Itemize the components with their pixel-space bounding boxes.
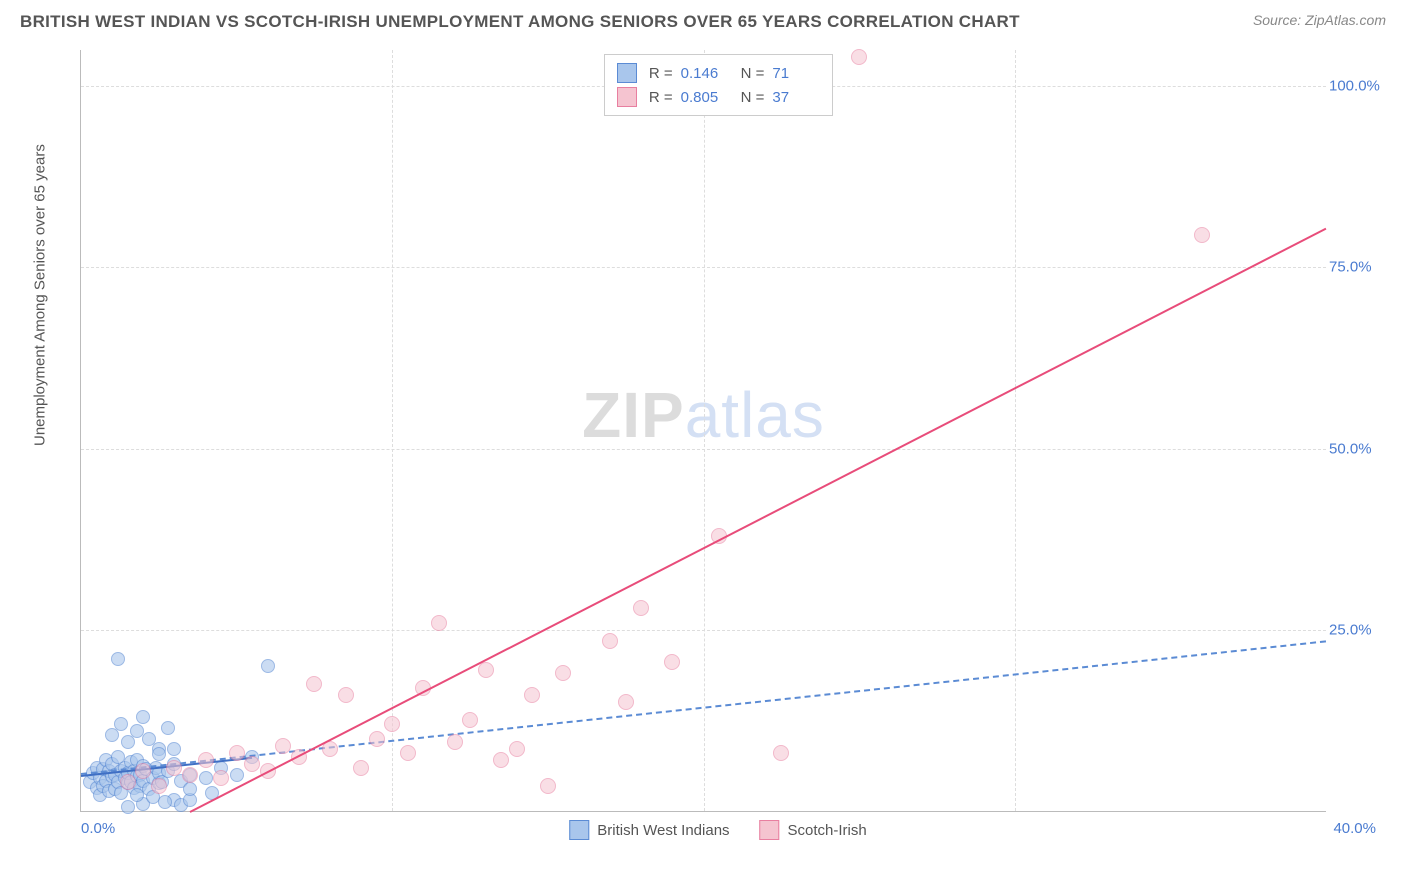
data-point-si: [540, 778, 556, 794]
legend-label: British West Indians: [597, 822, 729, 839]
stats-row-bwi: R = 0.146 N = 71: [617, 61, 821, 85]
chart-title: BRITISH WEST INDIAN VS SCOTCH-IRISH UNEM…: [20, 12, 1020, 32]
data-point-si: [447, 734, 463, 750]
data-point-si: [618, 694, 634, 710]
n-value: 71: [772, 65, 820, 82]
data-point-si: [1194, 227, 1210, 243]
legend-item-si: Scotch-Irish: [760, 820, 867, 840]
data-point-bwi: [183, 782, 197, 796]
gridline-vertical: [1015, 50, 1016, 811]
data-point-si: [462, 712, 478, 728]
y-tick-label: 75.0%: [1329, 259, 1381, 276]
data-point-bwi: [199, 771, 213, 785]
legend-label: Scotch-Irish: [788, 822, 867, 839]
legend-swatch: [569, 820, 589, 840]
r-value: 0.146: [681, 65, 729, 82]
x-tick-label: 0.0%: [81, 820, 115, 837]
data-point-bwi: [230, 768, 244, 782]
data-point-si: [213, 770, 229, 786]
source-attribution: Source: ZipAtlas.com: [1253, 12, 1386, 28]
data-point-si: [773, 745, 789, 761]
data-point-bwi: [167, 742, 181, 756]
data-point-si: [524, 687, 540, 703]
y-axis-label: Unemployment Among Seniors over 65 years: [32, 144, 49, 446]
x-tick-label: 40.0%: [1333, 820, 1376, 837]
y-tick-label: 100.0%: [1329, 78, 1381, 95]
data-point-bwi: [161, 721, 175, 735]
data-point-si: [151, 778, 167, 794]
data-point-si: [275, 738, 291, 754]
data-point-si: [338, 687, 354, 703]
data-point-si: [384, 716, 400, 732]
data-point-si: [602, 633, 618, 649]
data-point-bwi: [114, 717, 128, 731]
data-point-bwi: [261, 659, 275, 673]
data-point-si: [555, 665, 571, 681]
data-point-si: [198, 752, 214, 768]
series-legend: British West Indians Scotch-Irish: [569, 820, 866, 840]
data-point-si: [244, 756, 260, 772]
r-label: R =: [649, 65, 673, 82]
chart-container: Unemployment Among Seniors over 65 years…: [50, 50, 1386, 842]
data-point-bwi: [136, 710, 150, 724]
data-point-si: [493, 752, 509, 768]
data-point-si: [306, 676, 322, 692]
data-point-si: [182, 767, 198, 783]
stats-row-si: R = 0.805 N = 37: [617, 85, 821, 109]
legend-swatch: [617, 87, 637, 107]
data-point-si: [664, 654, 680, 670]
n-value: 37: [772, 89, 820, 106]
y-tick-label: 50.0%: [1329, 440, 1381, 457]
data-point-si: [851, 49, 867, 65]
data-point-bwi: [130, 788, 144, 802]
data-point-bwi: [152, 747, 166, 761]
data-point-bwi: [158, 795, 172, 809]
data-point-si: [400, 745, 416, 761]
data-point-si: [229, 745, 245, 761]
legend-item-bwi: British West Indians: [569, 820, 729, 840]
r-value: 0.805: [681, 89, 729, 106]
data-point-bwi: [121, 800, 135, 814]
plot-area: ZIPatlas R =0.146N =71R =0.805N =37 25.0…: [80, 50, 1326, 812]
r-label: R =: [649, 89, 673, 106]
legend-swatch: [617, 63, 637, 83]
data-point-si: [509, 741, 525, 757]
data-point-bwi: [111, 652, 125, 666]
data-point-si: [135, 763, 151, 779]
data-point-si: [633, 600, 649, 616]
n-label: N =: [741, 89, 765, 106]
gridline-vertical: [392, 50, 393, 811]
n-label: N =: [741, 65, 765, 82]
data-point-si: [431, 615, 447, 631]
y-tick-label: 25.0%: [1329, 621, 1381, 638]
gridline-vertical: [704, 50, 705, 811]
legend-swatch: [760, 820, 780, 840]
data-point-si: [120, 774, 136, 790]
trendline-si: [189, 228, 1326, 813]
data-point-si: [166, 760, 182, 776]
data-point-si: [353, 760, 369, 776]
stats-legend: R = 0.146 N = 71 R = 0.805 N = 37: [604, 54, 834, 116]
data-point-si: [369, 731, 385, 747]
